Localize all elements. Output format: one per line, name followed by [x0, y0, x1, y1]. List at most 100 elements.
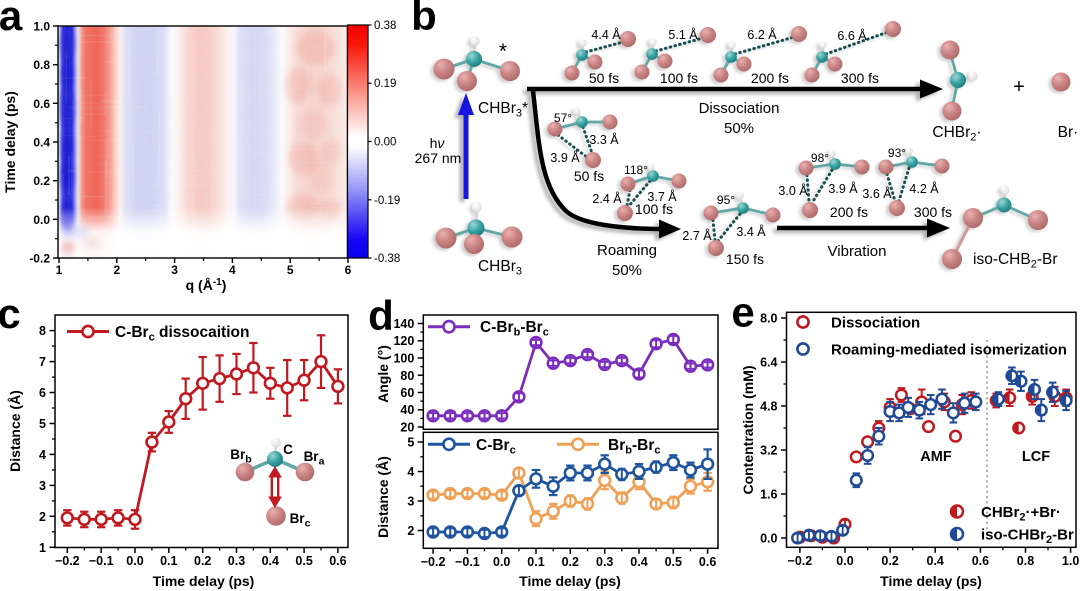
svg-text:0.3: 0.3 — [596, 555, 613, 569]
svg-text:0.4: 0.4 — [33, 136, 50, 150]
svg-text:−0.1: −0.1 — [89, 554, 114, 568]
svg-text:Dissociation: Dissociation — [699, 100, 780, 117]
svg-text:118°: 118° — [624, 163, 648, 177]
svg-text:80: 80 — [400, 369, 414, 383]
svg-text:6.2 Å: 6.2 Å — [747, 27, 777, 42]
svg-text:3.4 Å: 3.4 Å — [736, 224, 766, 239]
svg-text:300 fs: 300 fs — [914, 204, 952, 220]
svg-text:0.1: 0.1 — [160, 554, 177, 568]
svg-text:+: + — [1013, 76, 1025, 98]
svg-text:0.0: 0.0 — [760, 532, 777, 546]
svg-text:Brc: Brc — [290, 511, 311, 530]
svg-text:C-Brb-Brc: C-Brb-Brc — [480, 319, 549, 339]
svg-text:50 fs: 50 fs — [589, 70, 619, 86]
svg-text:0.2: 0.2 — [881, 554, 898, 568]
svg-text:-0.19: -0.19 — [374, 195, 400, 207]
svg-text:0.8: 0.8 — [33, 58, 50, 72]
svg-text:3.0 Å: 3.0 Å — [778, 183, 808, 198]
svg-text:2: 2 — [407, 524, 414, 538]
svg-text:20: 20 — [400, 421, 414, 435]
svg-text:0.8: 0.8 — [1017, 554, 1034, 568]
svg-text:5: 5 — [407, 436, 414, 450]
svg-text:Distance (Å): Distance (Å) — [375, 456, 391, 538]
svg-text:−0.2: −0.2 — [788, 554, 813, 568]
svg-text:60: 60 — [400, 386, 414, 400]
svg-text:-0.38: -0.38 — [374, 253, 400, 265]
svg-text:Time delay (ps): Time delay (ps) — [519, 573, 621, 589]
svg-text:0.1: 0.1 — [527, 555, 544, 569]
svg-text:0.5: 0.5 — [665, 555, 682, 569]
svg-text:0.6: 0.6 — [33, 97, 50, 111]
svg-text:4: 4 — [407, 465, 414, 479]
svg-text:1.0: 1.0 — [1062, 554, 1079, 568]
svg-text:0.2: 0.2 — [33, 174, 50, 188]
svg-text:2.4 Å: 2.4 Å — [592, 191, 622, 206]
svg-text:0.4: 0.4 — [927, 554, 944, 568]
svg-text:3: 3 — [171, 263, 178, 277]
svg-text:0.5: 0.5 — [295, 554, 312, 568]
svg-text:6.6 Å: 6.6 Å — [837, 28, 867, 43]
svg-text:3.2: 3.2 — [760, 444, 777, 458]
svg-text:0.4: 0.4 — [630, 555, 647, 569]
svg-text:4: 4 — [39, 448, 46, 462]
svg-text:93°: 93° — [888, 146, 906, 160]
svg-text:0.6: 0.6 — [699, 555, 716, 569]
svg-text:95°: 95° — [717, 193, 735, 207]
svg-text:0.3: 0.3 — [228, 554, 245, 568]
svg-text:4.8: 4.8 — [760, 400, 777, 414]
svg-text:CHBr3: CHBr3 — [478, 258, 522, 278]
svg-text:Distance (Å): Distance (Å) — [7, 390, 23, 472]
svg-text:140: 140 — [393, 317, 414, 331]
svg-text:d: d — [368, 292, 394, 339]
svg-text:c: c — [0, 290, 21, 337]
svg-text:3.9 Å: 3.9 Å — [550, 150, 580, 165]
svg-text:1.0: 1.0 — [33, 20, 50, 34]
svg-text:50%: 50% — [612, 262, 642, 279]
svg-text:8: 8 — [39, 324, 46, 338]
svg-text:Brb: Brb — [230, 447, 251, 466]
svg-text:Vibration: Vibration — [828, 243, 887, 260]
svg-text:0.00: 0.00 — [374, 137, 396, 149]
svg-text:200 fs: 200 fs — [830, 204, 868, 220]
svg-text:98°: 98° — [811, 151, 829, 165]
svg-text:Contentration (mM): Contentration (mM) — [740, 365, 756, 494]
svg-text:150 fs: 150 fs — [726, 251, 764, 267]
svg-text:0.0: 0.0 — [126, 554, 143, 568]
svg-text:0.19: 0.19 — [374, 78, 396, 90]
svg-text:Time delay (ps): Time delay (ps) — [880, 573, 982, 589]
svg-text:1: 1 — [39, 541, 46, 555]
svg-text:LCF: LCF — [1022, 449, 1050, 465]
svg-text:0.6: 0.6 — [329, 554, 346, 568]
svg-text:6.4: 6.4 — [760, 356, 777, 370]
svg-text:q (Å-1): q (Å-1) — [186, 277, 227, 293]
svg-text:5.1 Å: 5.1 Å — [668, 27, 698, 42]
svg-text:3.3 Å: 3.3 Å — [589, 132, 619, 147]
svg-text:3.9 Å: 3.9 Å — [828, 181, 858, 196]
svg-text:b: b — [411, 0, 437, 39]
svg-text:−0.2: −0.2 — [421, 555, 446, 569]
svg-text:e: e — [731, 289, 754, 336]
svg-text:1: 1 — [56, 263, 63, 277]
svg-text:57°: 57° — [554, 111, 572, 125]
svg-text:7: 7 — [39, 355, 46, 369]
svg-text:40: 40 — [400, 403, 414, 417]
svg-text:0.6: 0.6 — [972, 554, 989, 568]
svg-text:2: 2 — [39, 510, 46, 524]
svg-text:hν: hν — [430, 135, 445, 151]
svg-text:0.4: 0.4 — [262, 554, 279, 568]
svg-text:100 fs: 100 fs — [660, 70, 698, 86]
svg-text:100 fs: 100 fs — [635, 201, 673, 217]
svg-text:iso-CHB2-Br: iso-CHB2-Br — [973, 251, 1058, 271]
svg-text:-0.2: -0.2 — [29, 252, 50, 266]
svg-text:3.6 Å: 3.6 Å — [862, 186, 892, 201]
svg-text:C-Brc: C-Brc — [476, 437, 516, 457]
svg-text:50 fs: 50 fs — [574, 168, 604, 184]
svg-text:−0.2: −0.2 — [55, 554, 80, 568]
svg-text:Angle (°): Angle (°) — [375, 345, 391, 403]
svg-text:4.4 Å: 4.4 Å — [591, 27, 621, 42]
svg-text:0.0: 0.0 — [33, 213, 50, 227]
svg-text:200 fs: 200 fs — [751, 70, 789, 86]
svg-text:3: 3 — [407, 495, 414, 509]
svg-text:6: 6 — [39, 386, 46, 400]
svg-text:100: 100 — [393, 352, 414, 366]
